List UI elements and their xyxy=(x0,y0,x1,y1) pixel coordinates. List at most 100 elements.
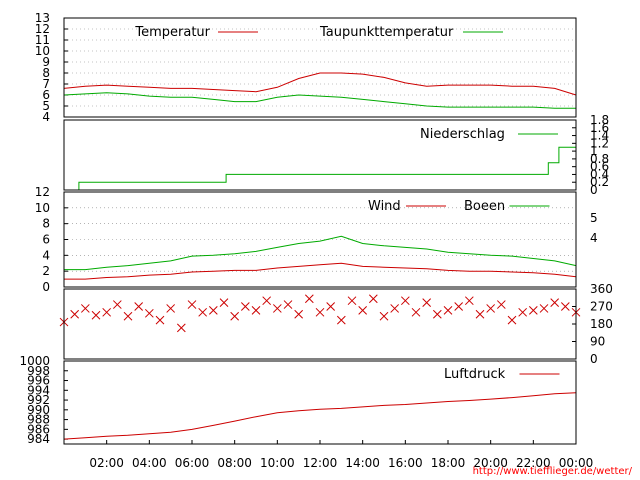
y-tick-label: 998 xyxy=(27,364,50,378)
scatter-point xyxy=(496,300,506,309)
y-tick-label: 6 xyxy=(42,88,50,102)
scatter-point xyxy=(219,298,229,307)
y-tick-label: 4 xyxy=(42,248,50,262)
panel-1 xyxy=(63,119,577,191)
legend-label: Taupunkttemperatur xyxy=(319,25,454,40)
legend-label: Luftdruck xyxy=(444,367,506,382)
panel-2 xyxy=(63,191,577,288)
scatter-point xyxy=(294,309,304,319)
scatter-point xyxy=(368,294,378,304)
y-tick-label: 90 xyxy=(590,335,605,349)
y2-tick-label: 4 xyxy=(590,231,598,245)
scatter-point xyxy=(315,307,325,317)
scatter-point xyxy=(411,307,421,317)
y-tick-label: 11 xyxy=(35,33,50,47)
legend-label: Boeen xyxy=(464,199,505,214)
scatter-point xyxy=(198,307,208,317)
series-line-Luftdruck xyxy=(63,392,577,440)
scatter-point xyxy=(208,306,218,315)
x-tick-label: 16:00 xyxy=(388,456,423,470)
y-tick-label: 0 xyxy=(590,183,598,197)
y-tick-label: 1.8 xyxy=(590,113,609,127)
scatter-point xyxy=(187,300,197,309)
y-tick-label: 2 xyxy=(42,264,50,278)
scatter-point xyxy=(379,311,389,321)
x-tick-label: 00:00 xyxy=(559,456,594,470)
scatter-point xyxy=(422,298,432,307)
scatter-point xyxy=(134,302,144,311)
x-tick-label: 18:00 xyxy=(431,456,466,470)
y-tick-label: 988 xyxy=(27,413,50,427)
scatter-point xyxy=(304,294,314,304)
y-tick-label: 1.2 xyxy=(590,136,609,150)
scatter-point xyxy=(112,300,122,309)
y2-tick-label: 5 xyxy=(590,211,598,225)
y-tick-label: 180 xyxy=(590,317,613,331)
y-tick-label: 6 xyxy=(42,233,50,247)
panel-0 xyxy=(63,17,577,118)
scatter-point xyxy=(464,296,474,306)
y-tick-label: 984 xyxy=(27,432,50,446)
x-tick-label: 08:00 xyxy=(217,456,252,470)
scatter-point xyxy=(123,311,133,321)
scatter-point xyxy=(390,304,400,313)
y-tick-label: 270 xyxy=(590,300,613,314)
y-tick-label: 0.8 xyxy=(590,152,609,166)
x-tick-label: 06:00 xyxy=(175,456,210,470)
x-tick-label: 10:00 xyxy=(260,456,295,470)
panel-frame xyxy=(63,119,577,191)
scatter-point xyxy=(454,302,464,311)
y-tick-label: 994 xyxy=(27,383,50,397)
y-tick-label: 986 xyxy=(27,422,50,436)
y-tick-label: 12 xyxy=(35,185,50,199)
panel-3 xyxy=(59,288,581,360)
legend-label: Niederschlag xyxy=(420,127,505,142)
scatter-point xyxy=(443,306,453,315)
y-tick-label: 8 xyxy=(42,66,50,80)
scatter-point xyxy=(70,309,80,319)
scatter-point xyxy=(336,315,346,325)
panel-frame xyxy=(63,17,577,118)
scatter-point xyxy=(528,306,538,315)
legend-label: Wind xyxy=(368,199,401,214)
series-line-Niederschlag xyxy=(78,146,576,190)
x-tick-label: 12:00 xyxy=(303,456,338,470)
scatter-point xyxy=(326,302,336,311)
scatter-point xyxy=(166,304,176,313)
y-tick-label: 0 xyxy=(42,280,50,294)
y-tick-label: 10 xyxy=(35,44,50,58)
scatter-point xyxy=(550,298,560,307)
panel-frame xyxy=(63,191,577,288)
scatter-point xyxy=(262,296,272,306)
y-tick-label: 1.4 xyxy=(590,129,609,143)
panel-frame xyxy=(63,288,577,360)
x-tick-label: 04:00 xyxy=(132,456,167,470)
scatter-point xyxy=(144,308,154,318)
y-tick-label: 1000 xyxy=(19,354,50,368)
y-tick-label: 4 xyxy=(42,110,50,124)
y-tick-label: 996 xyxy=(27,374,50,388)
series-line-Boeen xyxy=(64,235,577,271)
y-tick-label: 12 xyxy=(35,22,50,36)
scatter-point xyxy=(283,300,293,309)
scatter-point xyxy=(400,296,410,306)
y-tick-label: 9 xyxy=(42,55,50,69)
scatter-point xyxy=(486,304,496,313)
y-tick-label: 8 xyxy=(42,217,50,231)
scatter-point xyxy=(91,310,101,320)
scatter-point xyxy=(155,315,165,325)
y-tick-label: 1 xyxy=(590,144,598,158)
scatter-point xyxy=(507,315,517,325)
series-line-Wind xyxy=(64,262,577,280)
x-tick-label: 22:00 xyxy=(516,456,551,470)
scatter-point xyxy=(251,306,261,315)
y-tick-label: 10 xyxy=(35,201,50,215)
scatter-point xyxy=(475,309,485,319)
x-tick-label: 20:00 xyxy=(473,456,508,470)
y-tick-label: 7 xyxy=(42,77,50,91)
scatter-point xyxy=(518,307,528,317)
scatter-point xyxy=(230,311,240,321)
footer-url[interactable]: http://www.tiefflieger.de/wetter/ xyxy=(473,466,633,477)
